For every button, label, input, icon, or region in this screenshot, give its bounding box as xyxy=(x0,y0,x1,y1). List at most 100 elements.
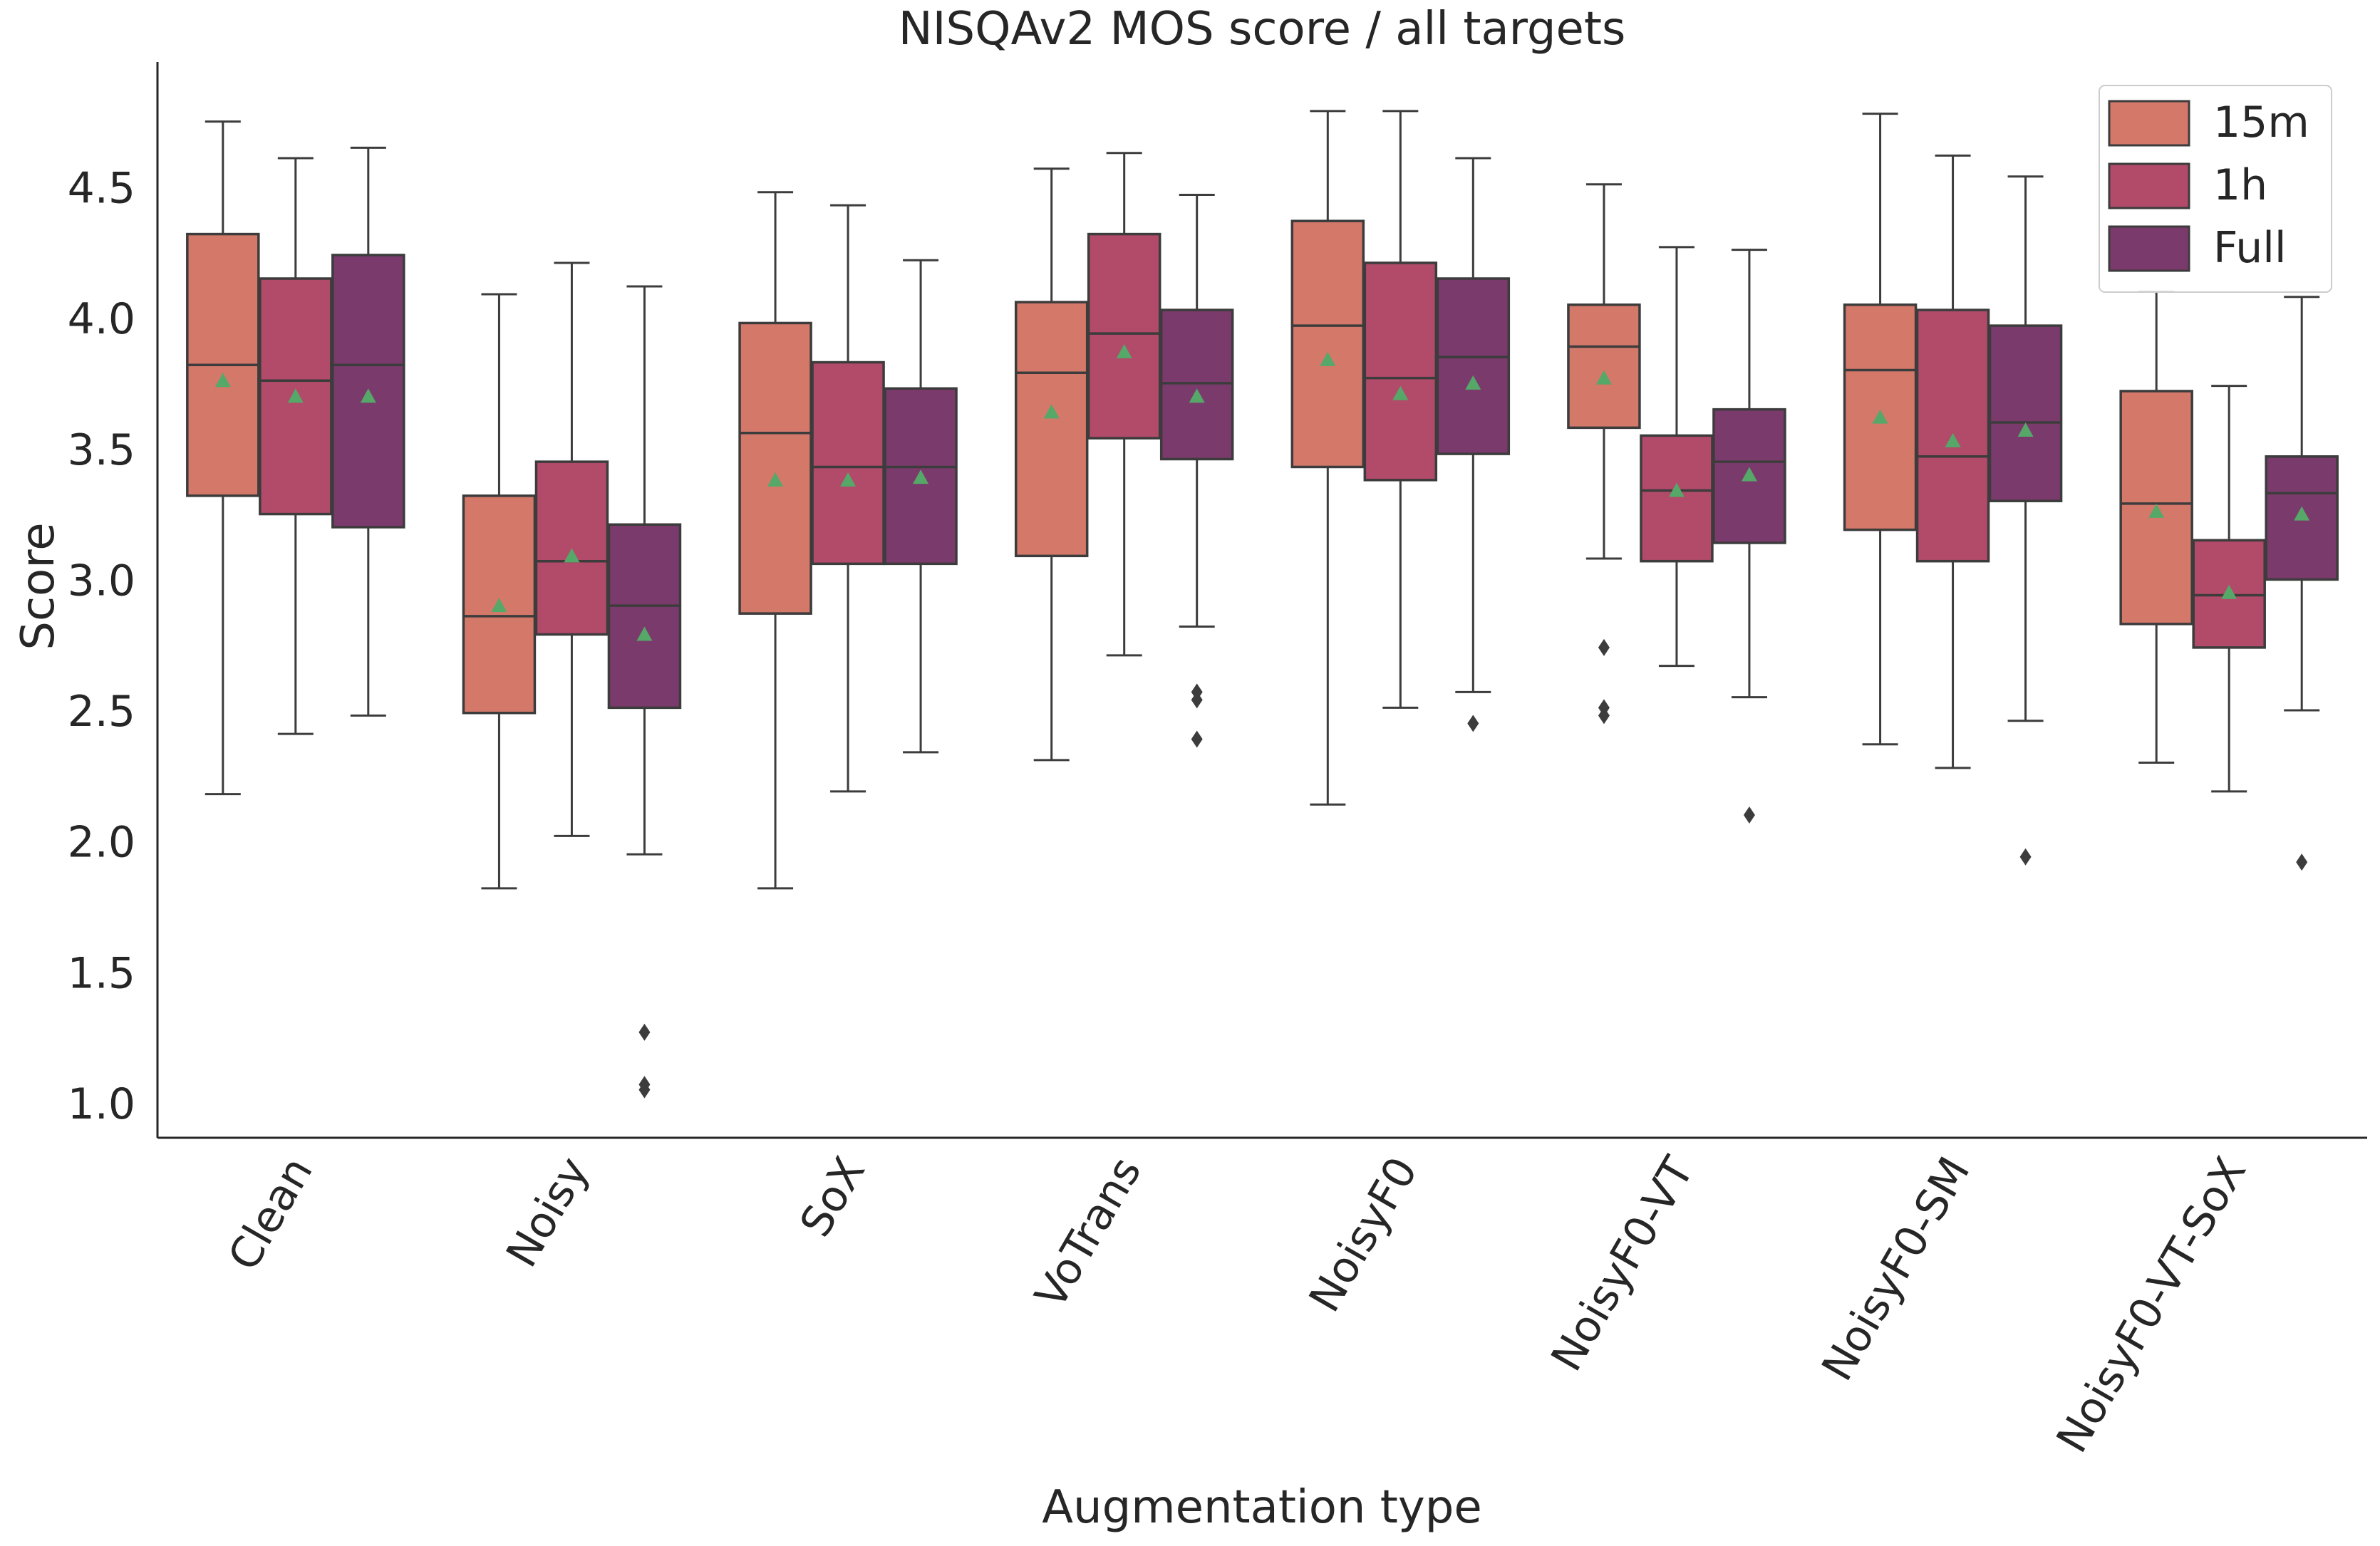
y-tick-label: 2.0 xyxy=(68,818,135,868)
box-1h-SoX xyxy=(811,204,885,793)
mean-marker xyxy=(214,373,231,388)
box-iqr xyxy=(1640,434,1714,563)
x-tick-labels: Clean Noisy SoX VoTrans NoisyF0 NoisyF0-VT Noi… xyxy=(219,1148,2256,1461)
box-1h-NoisyF0-VT-SoX xyxy=(2192,385,2266,793)
mean-marker xyxy=(767,472,784,487)
mean-marker xyxy=(1043,404,1060,419)
box-Full-NoisyF0-VT-SoX xyxy=(2265,296,2339,871)
box-iqr xyxy=(259,277,333,516)
box-iqr xyxy=(811,360,885,566)
outlier-point xyxy=(1191,683,1203,701)
mean-marker xyxy=(1741,467,1757,482)
box-1h-VoTrans xyxy=(1087,152,1161,657)
outlier-point xyxy=(2296,854,2308,871)
box-iqr xyxy=(1988,324,2063,502)
box-Full-Noisy xyxy=(607,285,682,1099)
box-15m-NoisyF0-VT xyxy=(1567,183,1641,725)
mean-marker xyxy=(1595,370,1612,385)
box-iqr xyxy=(607,523,682,710)
box-iqr xyxy=(331,254,405,529)
y-tick-label: 1.5 xyxy=(68,948,135,998)
x-tick-label: SoX xyxy=(790,1149,875,1245)
outlier-point xyxy=(638,1023,651,1041)
legend: 15m 1h Full xyxy=(2099,85,2332,293)
x-axis-label: Augmentation type xyxy=(1042,1481,1481,1534)
x-tick-label: NoisyF0-VT xyxy=(1542,1148,1704,1379)
mean-marker xyxy=(1872,409,1888,424)
box-15m-NoisyF0 xyxy=(1290,110,1365,806)
y-tick-label: 1.0 xyxy=(68,1079,135,1129)
outlier-point xyxy=(1467,715,1479,732)
box-iqr xyxy=(1567,303,1641,430)
legend-swatch-1h xyxy=(2108,162,2190,209)
box-1h-Noisy xyxy=(534,261,609,837)
box-iqr xyxy=(1087,232,1161,440)
mean-marker xyxy=(1392,385,1409,400)
mean-marker xyxy=(1668,482,1685,497)
y-tick-label: 3.5 xyxy=(68,425,135,475)
mean-marker xyxy=(287,388,304,403)
legend-label: Full xyxy=(2213,223,2287,273)
outlier-point xyxy=(2019,848,2032,866)
y-tick-label: 2.5 xyxy=(68,687,135,737)
box-15m-SoX xyxy=(738,191,812,890)
plot-area xyxy=(186,110,2339,1099)
outlier-point xyxy=(1191,730,1203,748)
mean-marker xyxy=(2017,422,2034,437)
box-iqr xyxy=(738,321,812,615)
mean-marker xyxy=(2221,584,2237,599)
mean-marker xyxy=(2148,503,2165,518)
x-tick-label: NoisyF0-SM xyxy=(1812,1149,1980,1389)
box-iqr xyxy=(1436,277,1511,455)
outlier-point xyxy=(1598,699,1610,717)
mean-marker xyxy=(1465,375,1481,390)
box-15m-VoTrans xyxy=(1014,167,1089,762)
y-tick-label: 4.0 xyxy=(68,294,135,344)
legend-label: 1h xyxy=(2213,160,2267,210)
box-15m-NoisyF0-VT-SoX xyxy=(2119,290,2193,764)
x-tick-label: NoisyF0-VT-SoX xyxy=(2047,1149,2256,1461)
box-Full-NoisyF0-VT xyxy=(1712,249,1786,824)
box-Full-NoisyF0 xyxy=(1436,157,1511,732)
box-15m-Noisy xyxy=(462,293,537,890)
outlier-point xyxy=(1598,638,1610,656)
y-tick-label: 4.5 xyxy=(68,163,135,213)
legend-swatch-15m xyxy=(2108,100,2190,147)
x-tick-label: Noisy xyxy=(497,1149,599,1276)
box-Full-NoisyF0-SM xyxy=(1988,175,2063,866)
box-Full-Clean xyxy=(331,146,405,717)
box-iqr xyxy=(1363,261,1438,482)
mean-marker xyxy=(1320,351,1336,366)
box-15m-Clean xyxy=(186,120,260,796)
mean-marker xyxy=(2294,506,2310,521)
mean-marker xyxy=(491,598,507,613)
box-iqr xyxy=(1159,308,1234,461)
box-1h-NoisyF0-SM xyxy=(1915,154,1990,769)
legend-label: 15m xyxy=(2213,98,2309,147)
box-Full-SoX xyxy=(884,259,958,754)
legend-swatch-Full xyxy=(2108,225,2190,272)
mean-marker xyxy=(1189,388,1205,403)
mean-marker xyxy=(1945,432,1961,447)
box-1h-NoisyF0-VT xyxy=(1640,246,1714,668)
box-15m-NoisyF0-SM xyxy=(1843,113,1918,746)
box-iqr xyxy=(1014,301,1089,558)
box-iqr xyxy=(534,460,609,636)
y-tick-labels: 1.0 1.5 2.0 2.5 3.0 3.5 4.0 4.5 xyxy=(68,163,135,1129)
box-1h-Clean xyxy=(259,157,333,735)
mean-marker xyxy=(913,469,929,484)
mean-marker xyxy=(840,472,857,487)
box-iqr xyxy=(1290,219,1365,469)
x-tick-label: Clean xyxy=(219,1149,323,1279)
mean-marker xyxy=(564,548,580,563)
x-tick-label: NoisyF0 xyxy=(1300,1149,1427,1321)
mean-marker xyxy=(360,388,376,403)
mean-marker xyxy=(636,626,653,641)
chart-title: NISQAv2 MOS score / all targets xyxy=(899,3,1626,56)
mean-marker xyxy=(1116,343,1132,358)
y-tick-label: 3.0 xyxy=(68,556,135,606)
box-1h-NoisyF0 xyxy=(1363,110,1438,709)
x-tick-label: VoTrans xyxy=(1025,1149,1151,1317)
outlier-point xyxy=(638,1076,651,1094)
